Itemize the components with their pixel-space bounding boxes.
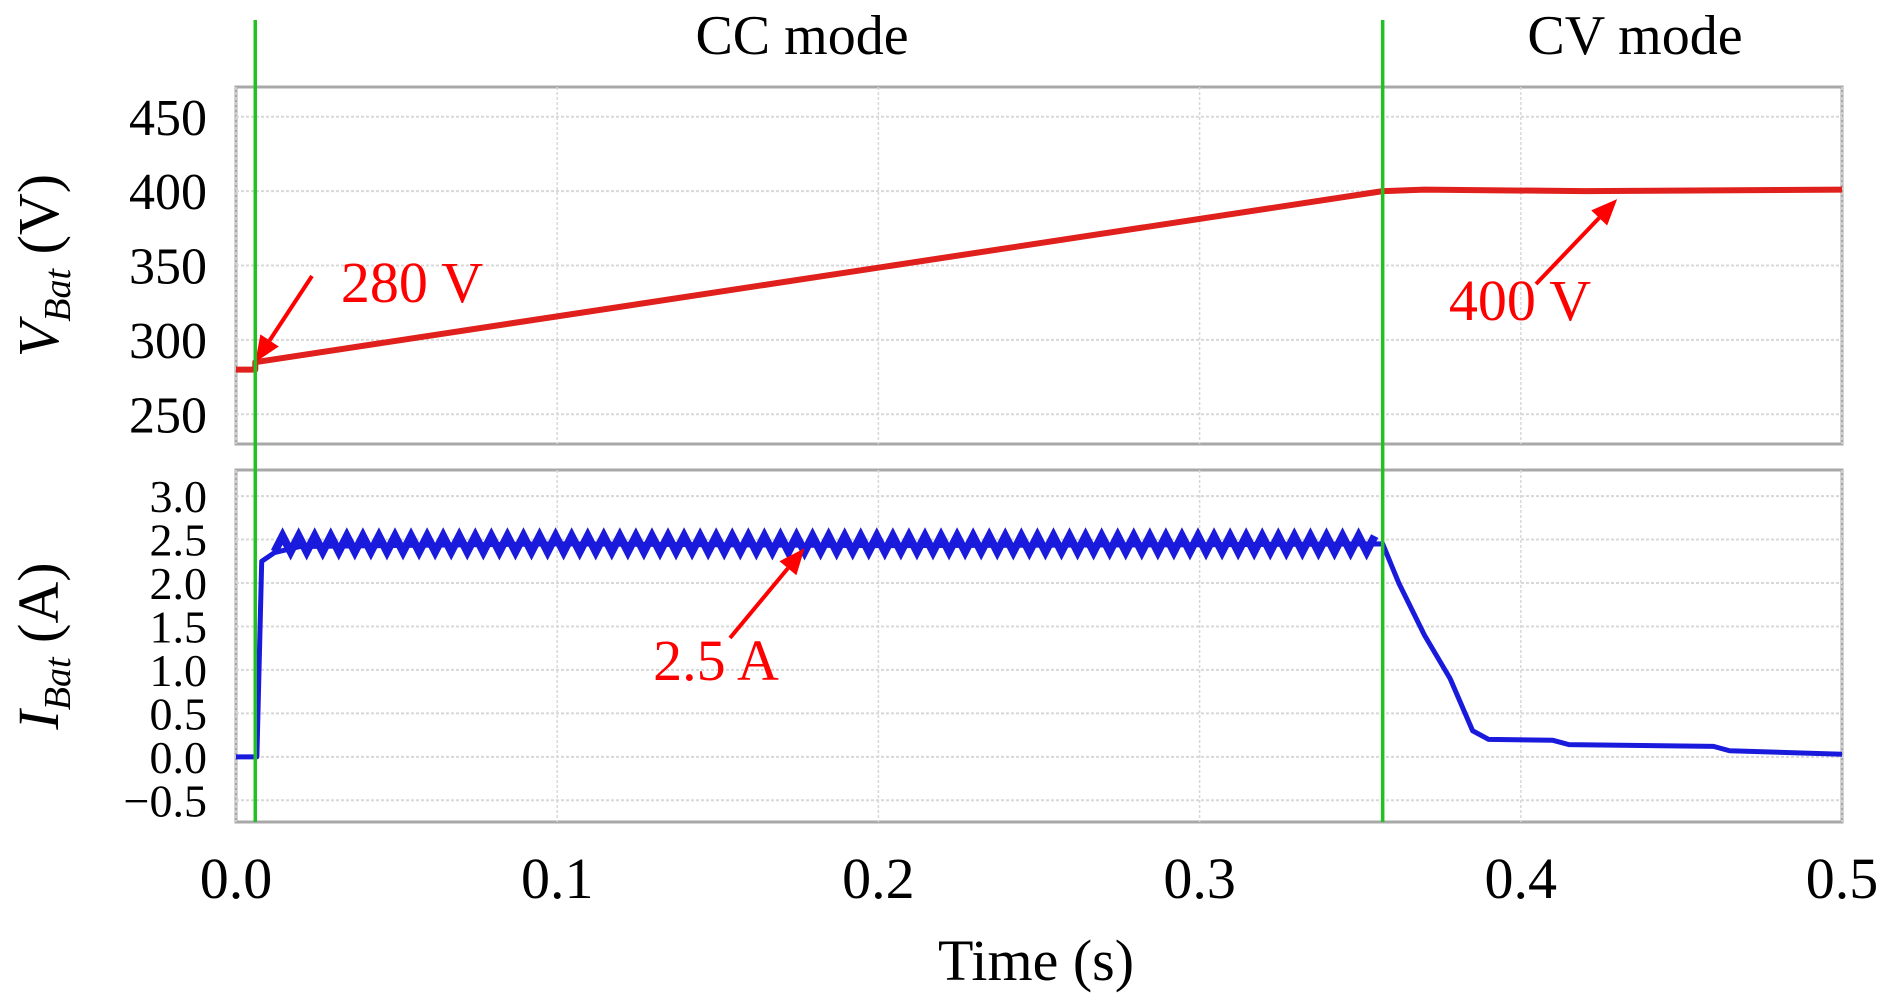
annotation-arrowhead: [255, 334, 279, 363]
current-ripple-band: [270, 527, 1379, 561]
annotation-arrow-shaft: [728, 566, 790, 640]
y-tick-label: 1.0: [150, 645, 208, 696]
annotation-label: 2.5 A: [653, 628, 779, 693]
annotation-arrow-shaft: [267, 274, 314, 342]
y-tick-label: −0.5: [124, 775, 207, 826]
annotation-label: 280 V: [341, 250, 483, 315]
x-tick-label: 0.5: [1806, 846, 1879, 911]
panel-voltage: 250 300 350 400 450 VBat (V) 280 V 400 V: [6, 85, 1844, 446]
annotation-label: 400 V: [1449, 268, 1591, 333]
y-tick-label: 2.5: [150, 515, 208, 566]
y-axis-title: IBat (A): [6, 562, 79, 730]
y-tick-label: 350: [129, 239, 207, 296]
y-tick-label: 0.5: [150, 688, 208, 739]
data-series-line: [236, 541, 1843, 760]
annotation-arrowhead: [1591, 199, 1618, 226]
x-tick-label: 0.0: [200, 846, 273, 911]
y-tick-label: 3.0: [150, 471, 208, 522]
y-tick-label: 1.5: [150, 601, 208, 652]
y-tick-label: 2.0: [150, 558, 208, 609]
y-tick-label: 450: [129, 90, 207, 147]
y-axis-title: VBat (V): [6, 174, 79, 357]
x-tick-label: 0.3: [1163, 846, 1236, 911]
x-axis-title: Time (s): [938, 928, 1134, 993]
mode-label-cv: CV mode: [1527, 5, 1742, 67]
y-tick-label: 400: [129, 164, 207, 221]
panel-current: −0.50.00.51.01.52.02.53.0 IBat (A) 2.5 A: [6, 468, 1844, 826]
annotation-arrowhead: [779, 548, 805, 576]
x-tick-label: 0.1: [521, 846, 594, 911]
y-tick-label: 250: [129, 387, 207, 444]
x-tick-label: 0.2: [842, 846, 915, 911]
y-tick-label: 0.0: [150, 732, 208, 783]
mode-label-cc: CC mode: [695, 5, 908, 67]
plot-frame: [234, 468, 1844, 824]
x-tick-label: 0.4: [1485, 846, 1558, 911]
annotation-arrow-shaft: [1534, 216, 1601, 286]
y-tick-label: 300: [129, 313, 207, 370]
